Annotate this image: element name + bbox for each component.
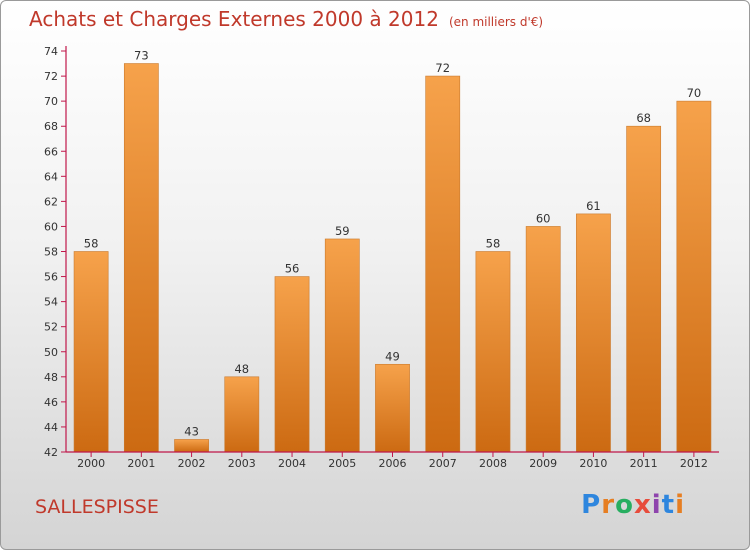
x-tick-label: 2012: [680, 457, 708, 470]
x-tick-label: 2010: [579, 457, 607, 470]
chart-subtitle: (en milliers d'€): [448, 15, 544, 29]
x-tick-label: 2006: [379, 457, 407, 470]
y-tick-label: 60: [44, 220, 58, 233]
bar: [274, 276, 310, 453]
x-tick-label: 2005: [328, 457, 356, 470]
x-tick-label: 2001: [127, 457, 155, 470]
bar-value-label: 61: [586, 199, 601, 213]
y-tick-label: 74: [44, 45, 58, 58]
logo-letter: o: [615, 490, 634, 520]
bar-value-label: 72: [435, 61, 450, 75]
bar-value-label: 48: [234, 362, 249, 376]
bar-value-label: 49: [385, 349, 400, 363]
x-tick-label: 2011: [630, 457, 658, 470]
chart-title: Achats et Charges Externes 2000 à 2012 (e…: [29, 7, 543, 31]
logo-letter: t: [661, 490, 676, 520]
bar: [73, 251, 109, 453]
y-tick-label: 52: [44, 321, 58, 334]
y-tick-label: 70: [44, 95, 58, 108]
y-tick-label: 66: [44, 145, 58, 158]
y-tick-label: 50: [44, 346, 58, 359]
bar: [626, 125, 662, 453]
chart-title-text: Achats et Charges Externes 2000 à 2012: [29, 7, 439, 31]
bar-value-label: 59: [335, 224, 350, 238]
y-tick-label: 54: [44, 296, 58, 309]
y-tick-label: 68: [44, 120, 58, 133]
bar: [123, 63, 159, 453]
y-tick-label: 58: [44, 246, 58, 259]
proxiti-logo: Proxiti: [581, 490, 685, 520]
x-tick-label: 2009: [529, 457, 557, 470]
logo-letter: i: [675, 490, 685, 520]
logo-letter: r: [601, 490, 616, 520]
x-tick-label: 2004: [278, 457, 306, 470]
bar: [375, 363, 410, 453]
bar-value-label: 56: [285, 262, 300, 276]
bar-value-label: 70: [687, 86, 702, 100]
bar: [576, 213, 611, 453]
bar-value-label: 68: [636, 111, 651, 125]
bar: [525, 226, 561, 453]
x-tick-label: 2007: [429, 457, 457, 470]
y-tick-label: 64: [44, 170, 58, 183]
bar: [676, 100, 712, 453]
bar-value-label: 60: [536, 211, 551, 225]
logo-letter: x: [633, 490, 652, 520]
y-tick-label: 46: [44, 396, 58, 409]
bar: [425, 75, 461, 453]
y-tick-label: 42: [44, 446, 58, 459]
bar: [174, 439, 209, 453]
y-tick-label: 48: [44, 371, 58, 384]
bar-value-label: 43: [184, 424, 199, 438]
y-tick-label: 62: [44, 195, 58, 208]
y-tick-label: 44: [44, 421, 58, 434]
logo-letter: P: [581, 490, 602, 520]
y-tick-label: 72: [44, 70, 58, 83]
x-tick-label: 2002: [178, 457, 206, 470]
bar-value-label: 58: [486, 237, 501, 251]
bar-value-label: 58: [84, 237, 99, 251]
x-tick-label: 2003: [228, 457, 256, 470]
bar-value-label: 73: [134, 49, 149, 63]
y-tick-label: 56: [44, 271, 58, 284]
bar: [475, 251, 511, 453]
x-tick-label: 2000: [77, 457, 105, 470]
bar: [224, 376, 260, 453]
x-tick-label: 2008: [479, 457, 507, 470]
bar: [324, 238, 360, 453]
commune-name: SALLESPISSE: [35, 496, 159, 518]
logo-letter: i: [651, 490, 662, 520]
